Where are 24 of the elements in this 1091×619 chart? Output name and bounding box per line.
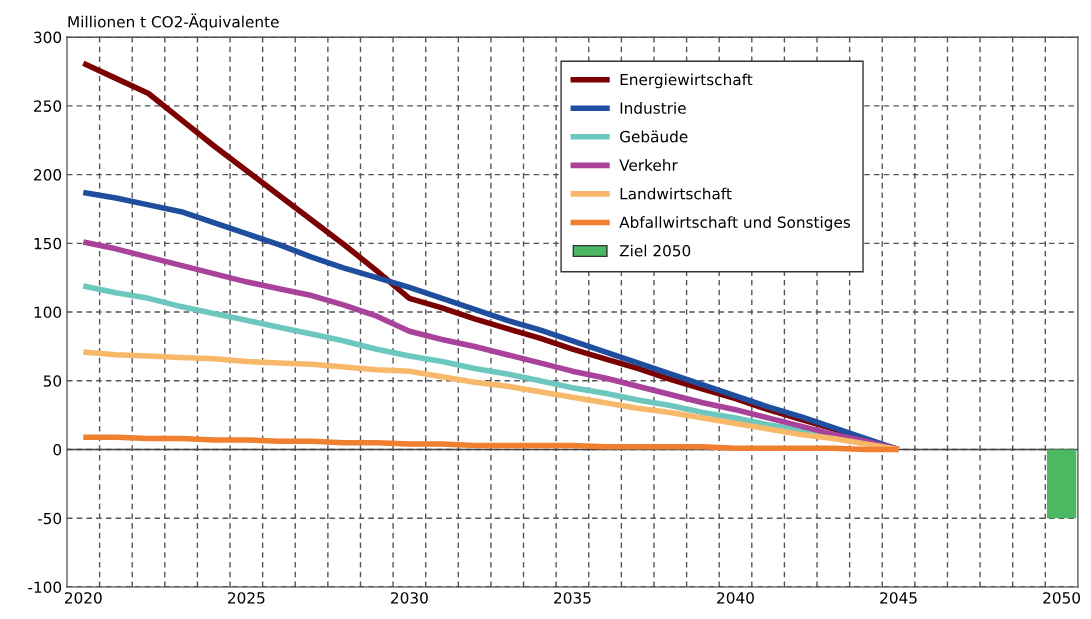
legend-label: Energiewirtschaft — [620, 73, 753, 89]
legend-label: Ziel 2050 — [619, 244, 691, 257]
x-tick-label: 2025 — [228, 592, 265, 604]
x-tick-label: 2040 — [717, 592, 754, 604]
legend-label: Gebäude — [620, 130, 688, 143]
y-axis-title: Millionen t CO2-Äquivalente — [68, 13, 279, 31]
y-tick-label: 150 — [34, 237, 62, 250]
y-tick-label: -50 — [37, 512, 62, 525]
x-tick-label: 2020 — [64, 592, 102, 604]
y-tick-label: 300 — [34, 31, 62, 44]
x-tick-label: 2050 — [1043, 592, 1081, 604]
y-tick-label: 250 — [34, 100, 62, 112]
x-tick-label: 2035 — [554, 592, 591, 604]
legend-label: Verkehr — [619, 159, 678, 171]
legend-label: Landwirtschaft — [620, 187, 732, 200]
x-tick-label: 2045 — [880, 592, 917, 604]
legend-label: Industrie — [620, 102, 686, 114]
y-tick-label: -100 — [28, 581, 62, 594]
y-tick-label: 200 — [34, 169, 62, 181]
x-tick-label: 2030 — [391, 592, 428, 604]
legend-label: Abfallwirtschaft und Sonstiges — [619, 216, 851, 231]
y-tick-label: 0 — [53, 444, 62, 456]
y-tick-label: 100 — [34, 306, 62, 319]
y-tick-label: 50 — [43, 375, 62, 387]
